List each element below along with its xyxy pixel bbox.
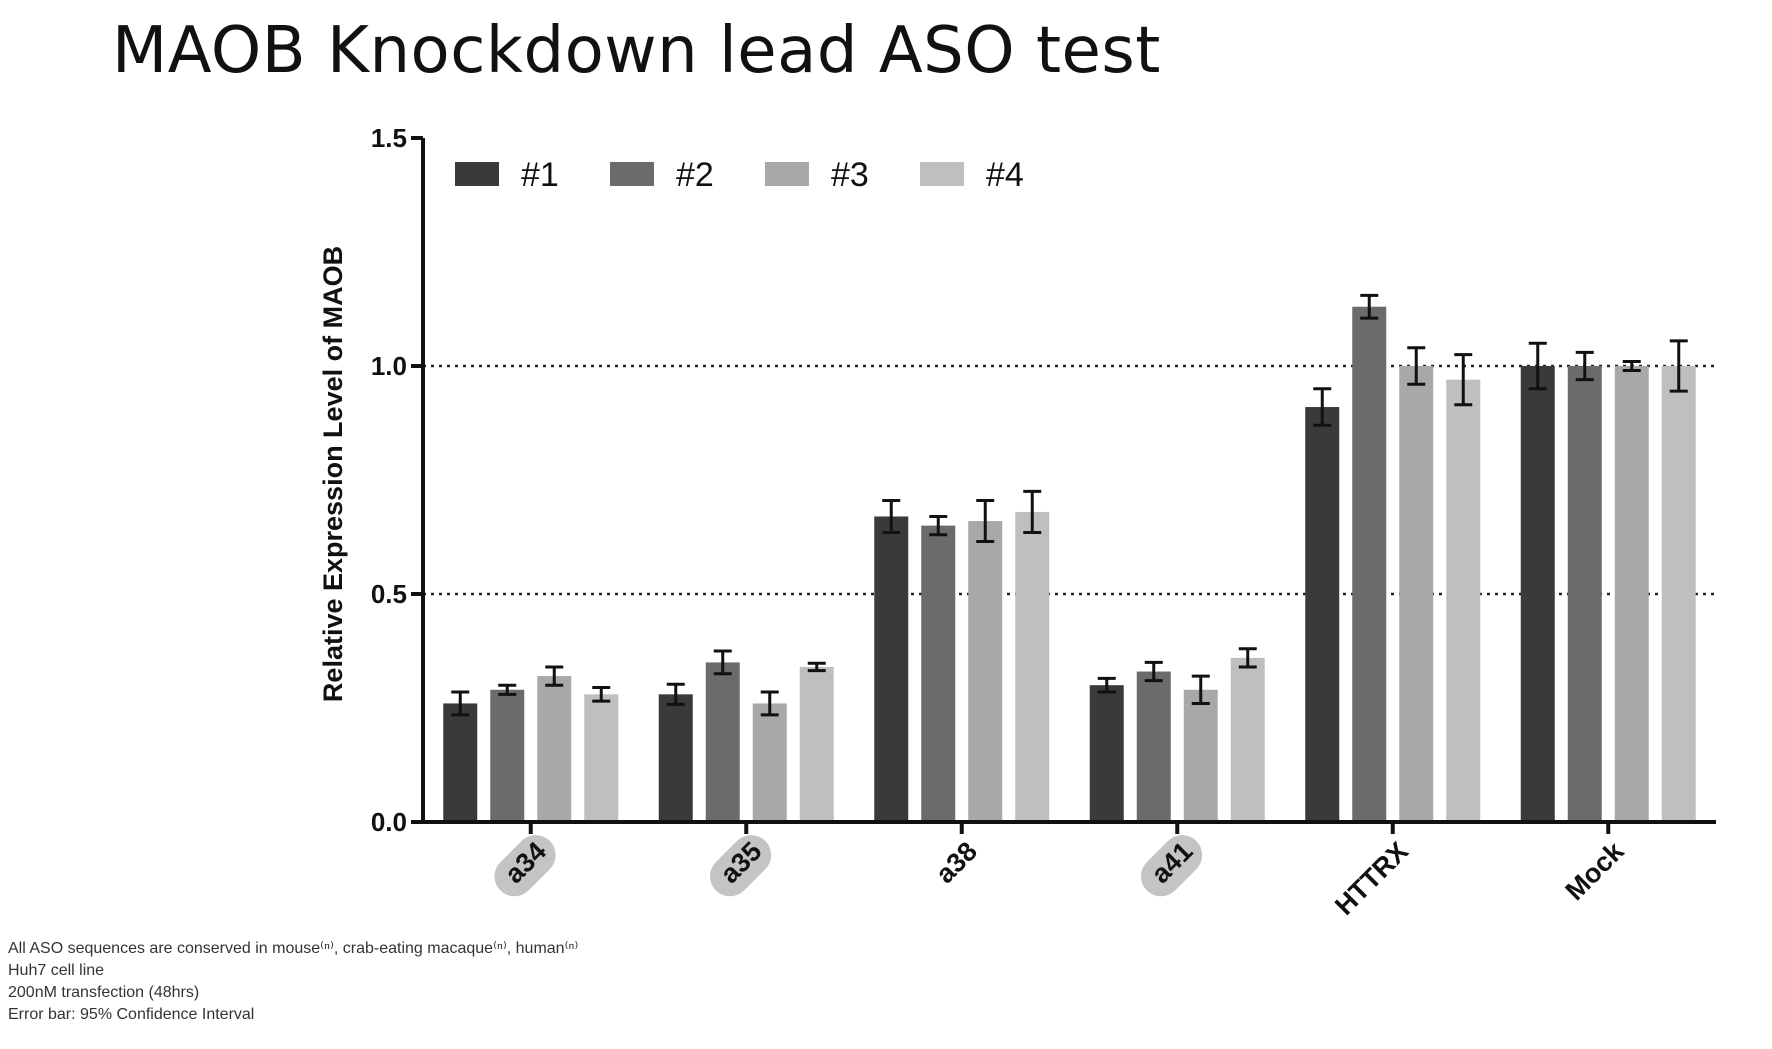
- x-category-label-group: a41: [1140, 835, 1203, 897]
- bar: [1183, 689, 1218, 822]
- y-axis-label: Relative Expression Level of MAOB: [318, 246, 348, 702]
- x-category-label-group: a38: [930, 836, 983, 889]
- footnotes: All ASO sequences are conserved in mouse…: [8, 938, 578, 1026]
- bars: [443, 306, 1696, 823]
- x-category-label-group: a34: [494, 835, 556, 897]
- bar: [1446, 379, 1481, 822]
- legend-label: #1: [521, 156, 559, 194]
- x-category-label: HTTRX: [1329, 836, 1414, 921]
- x-category-labels: a34 a35 a38 a41 HTTRX Mock: [494, 835, 1631, 921]
- bar: [443, 703, 478, 822]
- legend-label: #3: [831, 156, 869, 194]
- category-highlight: [1140, 835, 1203, 897]
- footnote-line: 200nM transfection (48hrs): [8, 984, 200, 1001]
- y-tick-label: 0.5: [371, 579, 407, 609]
- bar: [705, 662, 740, 822]
- bar: [1352, 306, 1387, 823]
- bar: [1305, 407, 1340, 822]
- category-highlight: [709, 835, 772, 897]
- footnote-line: Error bar: 95% Confidence Interval: [8, 1006, 255, 1023]
- footnote-line: Huh7 cell line: [8, 962, 105, 979]
- bar: [752, 703, 787, 822]
- x-category-label: a38: [930, 836, 983, 889]
- y-tick-labels: 0.0 0.5 1.0 1.5: [371, 123, 407, 837]
- legend-label: #2: [676, 156, 714, 194]
- bar: [1015, 511, 1050, 822]
- bar: [490, 689, 525, 822]
- error-bars: [451, 293, 1688, 717]
- legend-swatch: [455, 162, 499, 186]
- y-tick-label: 0.0: [371, 807, 407, 837]
- legend-swatch: [610, 162, 654, 186]
- bar: [1520, 366, 1555, 822]
- legend-swatch: [920, 162, 964, 186]
- bar: [1136, 671, 1171, 822]
- bar: [537, 676, 572, 822]
- page-title: MAOB Knockdown lead ASO test: [112, 14, 1161, 88]
- bar: [1230, 657, 1265, 822]
- bar: [658, 694, 693, 822]
- bar: [874, 516, 909, 822]
- bar: [1661, 366, 1696, 822]
- x-category-label-group: a35: [709, 835, 772, 897]
- legend-swatch: [765, 162, 809, 186]
- footnote-line: All ASO sequences are conserved in mouse…: [8, 940, 579, 957]
- y-tick-label: 1.0: [371, 351, 407, 381]
- bar: [968, 521, 1003, 822]
- x-category-label-group: Mock: [1560, 835, 1631, 906]
- legend: #1 #2 #3 #4: [455, 156, 1024, 194]
- bar: [1614, 366, 1649, 822]
- axes: [411, 136, 1716, 834]
- bar: [921, 525, 956, 822]
- category-highlight: [494, 835, 556, 897]
- legend-label: #4: [986, 156, 1024, 194]
- bar: [1399, 366, 1434, 822]
- x-category-label: Mock: [1560, 835, 1631, 906]
- bar: [1567, 366, 1602, 822]
- bar: [584, 694, 619, 822]
- bar: [799, 666, 834, 822]
- x-category-label-group: HTTRX: [1329, 836, 1414, 921]
- bar: [1089, 685, 1124, 822]
- y-tick-label: 1.5: [371, 123, 407, 153]
